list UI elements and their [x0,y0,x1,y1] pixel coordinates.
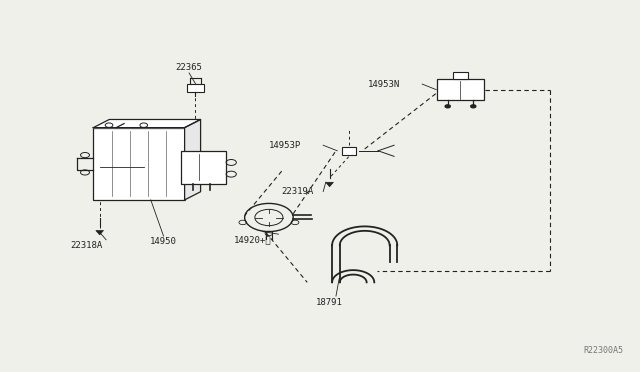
Circle shape [470,105,476,108]
Text: 22365: 22365 [175,63,202,72]
Polygon shape [326,182,333,187]
Text: 22319A: 22319A [282,187,314,196]
Text: 22318A: 22318A [71,241,103,250]
Bar [186,84,204,92]
Polygon shape [184,119,200,200]
Polygon shape [93,119,200,128]
Bar [454,72,467,79]
Text: 18791: 18791 [316,298,343,307]
Text: 14950: 14950 [150,237,177,246]
Circle shape [445,105,451,108]
Bar [93,128,184,200]
Text: 14920+Ⅱ: 14920+Ⅱ [234,235,272,244]
Bar [181,151,226,184]
Text: 14953N: 14953N [368,80,400,89]
Text: 14953P: 14953P [269,141,301,150]
Polygon shape [96,231,104,235]
Text: R22300A5: R22300A5 [583,346,623,355]
Bar [436,79,484,100]
